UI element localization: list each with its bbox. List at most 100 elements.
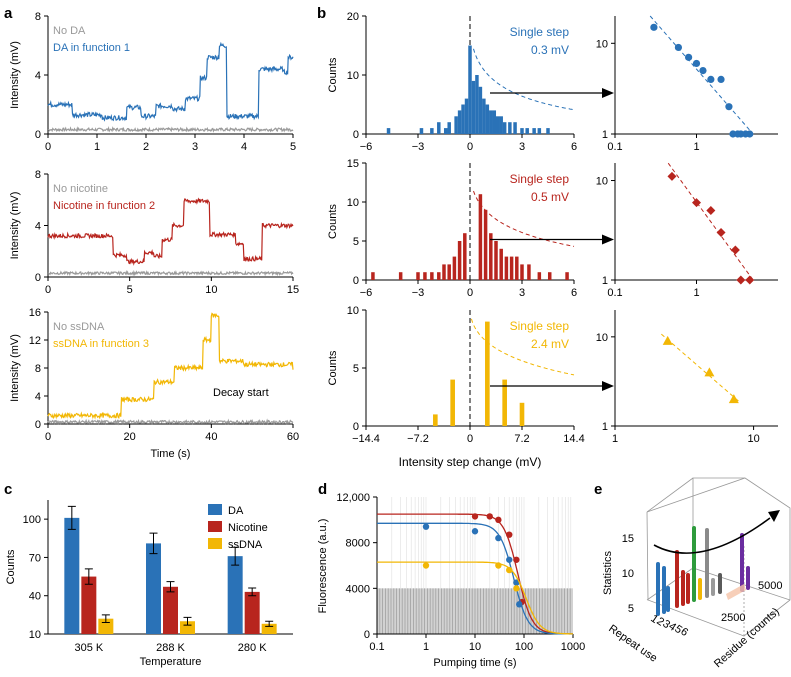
- b3r-xtick-label: 10: [747, 433, 759, 445]
- b3r-point: [728, 394, 739, 404]
- panel-label-e: e: [594, 481, 602, 498]
- a1-xtick-label: 5: [290, 141, 296, 153]
- b2r-ytick-label: 1: [602, 275, 608, 287]
- a1-ylabel: Intensity (mV): [9, 41, 21, 109]
- b3-xtick-label: 0: [467, 433, 473, 445]
- c-ylabel: Counts: [5, 549, 17, 584]
- b2-bar: [537, 272, 542, 280]
- b2-bar: [527, 264, 531, 280]
- b2-bar: [494, 241, 498, 280]
- b1-ytick-label: 10: [347, 70, 359, 82]
- d-point-ssdna: [495, 562, 502, 569]
- d-xtick-label: 10: [469, 641, 481, 653]
- b1r-point: [692, 59, 701, 68]
- d-point-da-red: [486, 513, 493, 520]
- b2-arrowhead: [602, 234, 614, 245]
- b1-bar: [461, 104, 465, 134]
- a2-legend-control: No nicotine: [53, 183, 108, 195]
- b1-xtick-label: 3: [519, 141, 525, 153]
- a3-legend-signal: ssDNA in function 3: [53, 338, 149, 350]
- b3r-ytick-label: 10: [596, 332, 608, 344]
- c-legend-label: ssDNA: [228, 539, 263, 551]
- b3r-point: [704, 367, 715, 377]
- c-legend-swatch: [208, 504, 222, 515]
- b3-bar: [450, 379, 455, 426]
- a2-ytick-label: 8: [35, 169, 41, 181]
- a2-series-signal: [47, 197, 294, 266]
- d-xlabel: Pumping time (s): [433, 657, 516, 669]
- b3-annotation-value: 2.4 mV: [531, 337, 569, 351]
- b1r-point: [707, 75, 715, 83]
- b1-bar: [464, 98, 469, 134]
- b1r-xtick-label: 0.1: [607, 141, 622, 153]
- b2-annotation-value: 0.5 mV: [531, 190, 569, 204]
- b1-bar: [468, 45, 472, 134]
- a1-ytick-label: 4: [35, 70, 41, 82]
- b1r-point: [674, 43, 683, 52]
- c-ytick-label: 100: [23, 514, 41, 526]
- b1-bar: [454, 116, 458, 134]
- c-error-bar: [231, 546, 240, 566]
- b1-ylabel: Counts: [327, 57, 339, 92]
- e-xtick-label: 1: [648, 613, 660, 626]
- panel-label-b: b: [317, 5, 326, 22]
- a3-ytick-label: 16: [29, 307, 41, 319]
- b3r-point: [662, 335, 673, 345]
- c-error-bar: [248, 587, 257, 597]
- b2-bar: [509, 256, 514, 280]
- a3-ytick-label: 12: [29, 335, 41, 347]
- a1-legend-control: No DA: [53, 25, 86, 37]
- a3-xtick-label: 0: [45, 431, 51, 443]
- b3-bar: [502, 379, 507, 426]
- b1r-ytick-label: 10: [596, 38, 608, 50]
- c-bar-nicotine: [163, 586, 178, 634]
- b1-xtick-label: 6: [571, 141, 577, 153]
- c-ytick-label: 70: [29, 552, 41, 564]
- c-legend-swatch: [208, 538, 222, 549]
- a1-ytick-label: 8: [35, 11, 41, 23]
- b1-bar: [430, 128, 434, 134]
- d-xtick-label: 1000: [561, 641, 585, 653]
- b1r-point: [717, 75, 725, 83]
- c-bar-da: [146, 543, 161, 634]
- c-legend-label: DA: [228, 505, 244, 517]
- a1-series-control: [47, 126, 294, 133]
- b1-bar: [499, 116, 503, 134]
- e-ylabel: Statistics: [602, 550, 614, 595]
- b2-xtick-label: 6: [571, 287, 577, 299]
- d-ytick-label: 12,000: [336, 492, 370, 504]
- b2-bar: [447, 264, 451, 280]
- d-point-da-blue: [506, 556, 513, 563]
- e-ytick-label: 5: [628, 603, 634, 615]
- b1r-point: [685, 53, 693, 61]
- a1-legend-signal: DA in function 1: [53, 42, 130, 54]
- b1-bar: [525, 128, 529, 134]
- d-point-ssdna: [422, 562, 430, 569]
- b2-bar: [520, 264, 524, 280]
- b1-bar: [492, 110, 497, 134]
- b3-bar: [485, 321, 490, 426]
- panel-label-c: c: [4, 481, 12, 498]
- a3-ytick-label: 4: [35, 391, 41, 403]
- e-ytick-label: 15: [622, 533, 634, 545]
- e-ytick-label: 10: [622, 568, 634, 580]
- b2-bar: [457, 241, 462, 280]
- b1-bar: [478, 86, 483, 134]
- d-point-da-red: [471, 513, 479, 520]
- c-bar-da: [227, 556, 243, 634]
- e-box-top-edge: [646, 477, 694, 513]
- b3-xtick-label: 14.4: [563, 433, 584, 445]
- a2-xtick-label: 5: [127, 284, 133, 296]
- a3-xtick-label: 20: [124, 431, 136, 443]
- a3-ylabel: Intensity (mV): [9, 334, 21, 402]
- b1-bar: [520, 128, 524, 134]
- b3r-ytick-label: 1: [602, 421, 608, 433]
- b1-bar: [471, 80, 476, 134]
- b3r-xtick-label: 1: [612, 433, 618, 445]
- panel-labels: a b c d e: [4, 5, 602, 498]
- c-bar-ssdna: [261, 623, 277, 634]
- a2-ylabel: Intensity (mV): [9, 192, 21, 260]
